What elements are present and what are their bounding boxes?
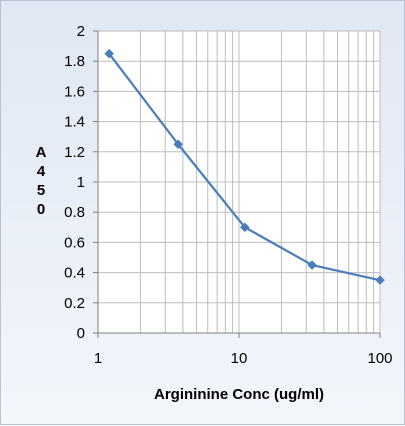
x-tick-label: 1 [94, 350, 102, 367]
y-tick-label: 1.2 [64, 144, 85, 161]
y-tick-label: 2 [77, 23, 85, 40]
y-axis-title-char: 4 [37, 163, 46, 180]
grid-layer [98, 30, 381, 333]
y-tick-label: 0.6 [64, 234, 85, 251]
data-point-marker [375, 275, 385, 286]
y-axis-title-char: 0 [37, 201, 45, 218]
y-tick-label: 1.8 [64, 53, 85, 70]
y-axis-title-char: A [36, 144, 47, 161]
y-tick-label: 0.2 [64, 295, 85, 312]
axis-layer [93, 30, 381, 338]
y-tick-label: 0.8 [64, 204, 85, 221]
y-tick-label: 1.4 [64, 114, 85, 131]
x-tick-label: 10 [231, 350, 248, 367]
y-axis-title-char: 5 [37, 182, 45, 199]
y-tick-label: 1 [77, 174, 85, 191]
x-axis-title: Argininine Conc (ug/ml) [154, 386, 324, 403]
data-point-marker [173, 139, 183, 150]
x-tick-label: 100 [367, 350, 392, 367]
y-tick-label: 0.4 [64, 265, 85, 282]
data-point-marker [307, 260, 317, 270]
y-tick-label: 1.6 [64, 83, 85, 100]
data-point-marker [104, 48, 115, 59]
series-layer [104, 48, 385, 286]
data-point-marker [239, 222, 250, 233]
y-tick-label: 0 [77, 325, 85, 342]
y-axis-title: A 4 5 0 [36, 144, 47, 218]
tick-label-layer: 0 0.2 0.4 0.6 0.8 1 1.2 1.4 1.6 1.8 2 1 10 100 [64, 23, 392, 367]
